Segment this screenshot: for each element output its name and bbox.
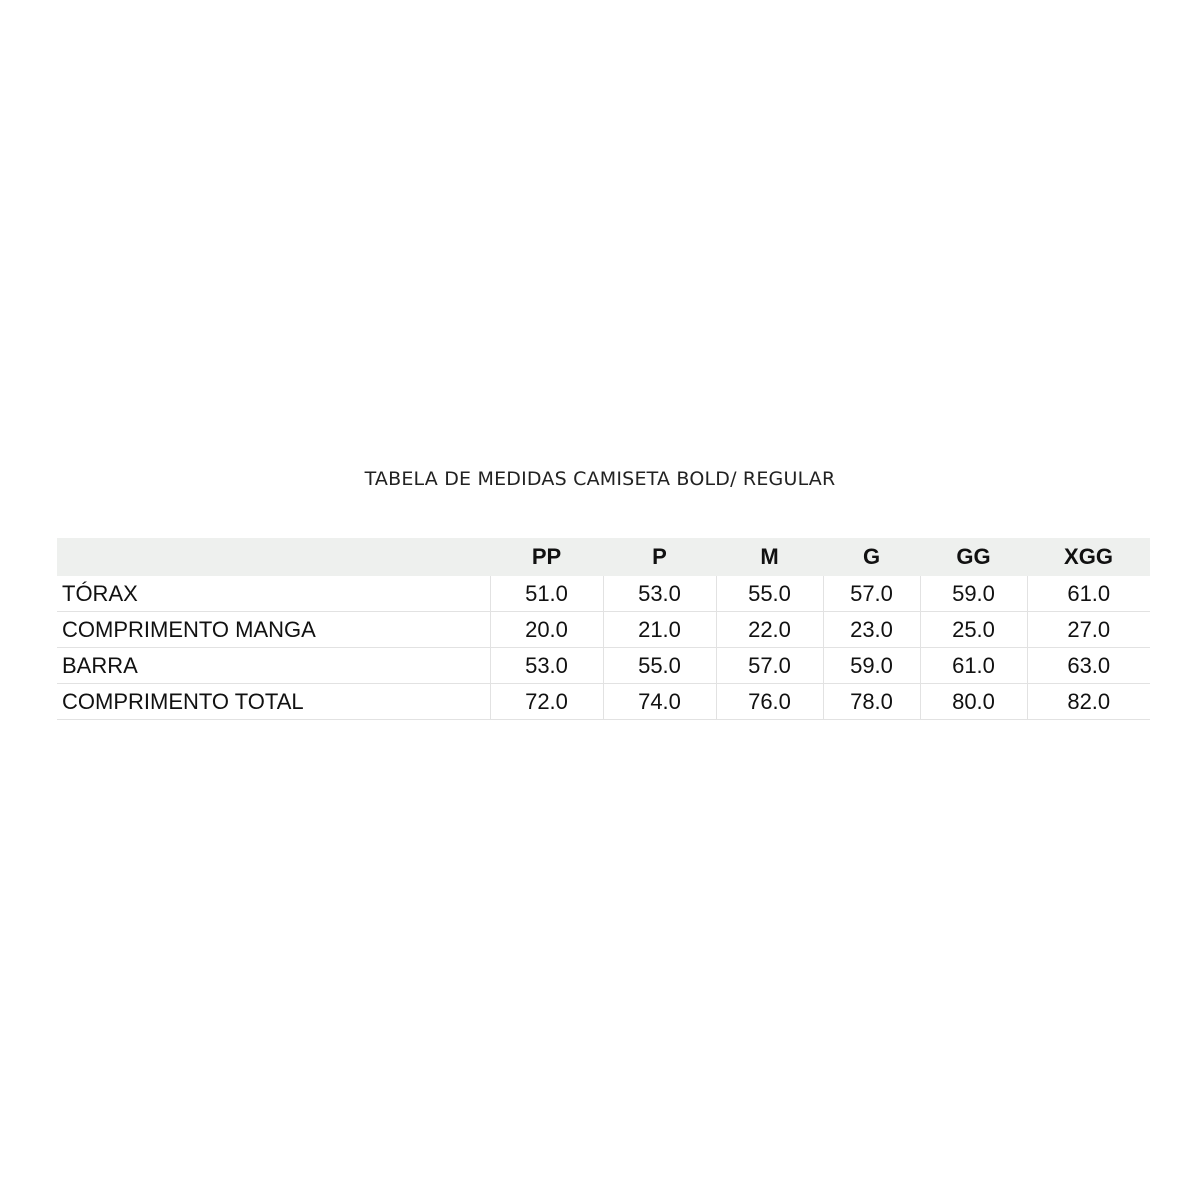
table-cell: 59.0 [919,576,1027,612]
table-cell: 61.0 [1026,576,1150,612]
table-row: TÓRAX 51.0 53.0 55.0 57.0 59.0 61.0 [57,576,1150,612]
header-row: PP P M G GG XGG [57,538,1150,576]
table-cell: 59.0 [822,647,920,684]
table-cell: 25.0 [919,611,1027,648]
table-cell: 78.0 [822,683,920,720]
table-cell: 20.0 [489,611,603,648]
header-cell: P [603,538,716,576]
header-cell: G [823,538,920,576]
header-cell: M [716,538,823,576]
table-cell: 51.0 [489,576,603,612]
table-cell: 72.0 [489,683,603,720]
table-cell: 53.0 [489,647,603,684]
row-label: BARRA [57,647,490,684]
table-cell: 55.0 [602,647,716,684]
table-cell: 27.0 [1026,611,1150,648]
table-cell: 80.0 [919,683,1027,720]
header-cell: XGG [1027,538,1150,576]
table-cell: 57.0 [715,647,823,684]
size-table: PP P M G GG XGG TÓRAX 51.0 53.0 55.0 57.0 59.0 61.0… [57,538,1150,720]
table-cell: 57.0 [822,576,920,612]
table-cell: 74.0 [602,683,716,720]
header-cell [57,538,490,576]
title: TABELA DE MEDIDAS CAMISETA BOLD/ REGULAR [364,468,836,490]
table-row: COMPRIMENTO MANGA 20.0 21.0 22.0 23.0 25.0 27.… [57,611,1150,648]
table-cell: 53.0 [602,576,716,612]
row-label: COMPRIMENTO TOTAL [57,683,490,720]
table-row: BARRA 53.0 55.0 57.0 59.0 61.0 63.0 [57,647,1150,684]
header-cell: GG [920,538,1027,576]
table-cell: 22.0 [715,611,823,648]
table-cell: 76.0 [715,683,823,720]
table-cell: 21.0 [602,611,716,648]
table-cell: 61.0 [919,647,1027,684]
table-row: COMPRIMENTO TOTAL 72.0 74.0 76.0 78.0 80.0 82.… [57,683,1150,720]
row-label: TÓRAX [57,576,490,612]
table-cell: 23.0 [822,611,920,648]
row-label: COMPRIMENTO MANGA [57,611,490,648]
header-cell: PP [490,538,603,576]
table-cell: 55.0 [715,576,823,612]
table-cell: 82.0 [1026,683,1150,720]
table-cell: 63.0 [1026,647,1150,684]
